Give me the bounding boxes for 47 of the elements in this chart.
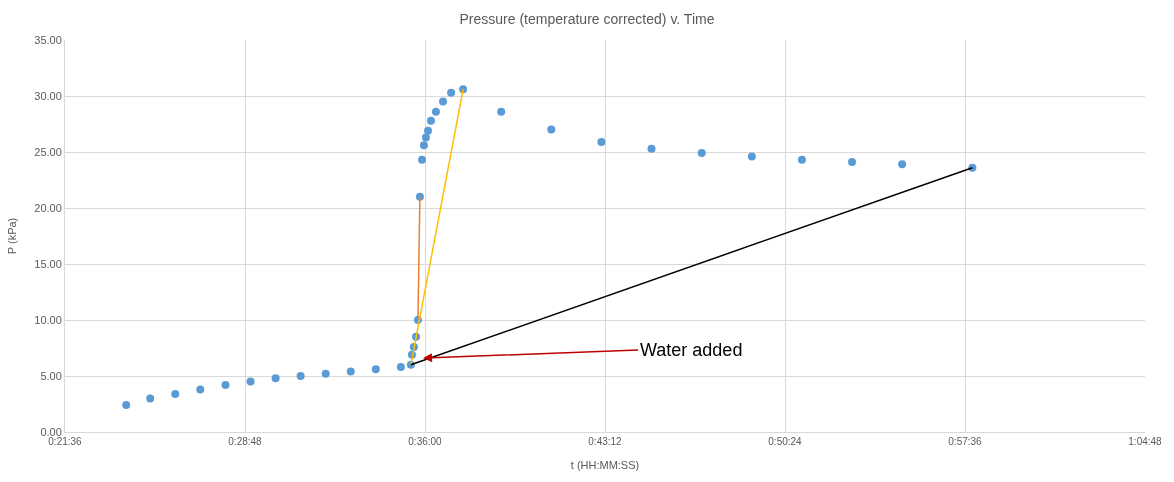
x-tick-label: 0:57:36 [948, 436, 983, 447]
point [418, 155, 426, 164]
point [246, 377, 255, 386]
point [447, 88, 456, 97]
x-tick-label: 1:04:48 [1128, 436, 1163, 447]
point [171, 389, 180, 398]
point [321, 369, 330, 378]
x-tick-label: 0:28:48 [228, 436, 263, 447]
point [427, 116, 435, 125]
point [122, 401, 131, 410]
point [497, 107, 506, 116]
y-axis-title: P (kPa) [5, 217, 18, 255]
point [597, 137, 606, 146]
point [146, 394, 155, 403]
y-tick-label: 25.00 [34, 145, 62, 158]
x-axis-title: t (HH:MM:SS) [570, 459, 640, 472]
point [647, 144, 656, 153]
y-tick-label: 20.00 [34, 201, 62, 214]
y-tick-label: 0.00 [40, 425, 62, 438]
point [419, 141, 428, 150]
y-tick-label: 30.00 [34, 89, 62, 102]
x-tick-label: 0:43:12 [588, 436, 623, 447]
point [346, 367, 355, 376]
y-tick-label: 5.00 [40, 369, 62, 382]
point [424, 126, 432, 135]
point [296, 372, 305, 380]
y-tick-label: 15.00 [34, 257, 62, 270]
chart-title: Pressure (temperature corrected) v. Time [459, 11, 715, 28]
point [431, 107, 440, 116]
x-tick-label: 0:50:24 [768, 436, 803, 447]
point [271, 374, 280, 383]
point [697, 149, 706, 158]
point [221, 380, 230, 389]
point [396, 363, 405, 372]
point [371, 365, 380, 374]
annotation: Water added [640, 340, 743, 360]
y-tick-label: 35.00 [34, 33, 62, 46]
x-tick-label: 0:21:36 [48, 436, 83, 447]
point [747, 152, 756, 161]
point [439, 97, 447, 106]
point [797, 155, 806, 164]
point [898, 160, 907, 169]
point [196, 385, 205, 394]
x-tick-label: 0:36:00 [408, 436, 443, 447]
y-tick-label: 10.00 [34, 313, 62, 326]
point [547, 125, 556, 134]
point [848, 158, 857, 167]
